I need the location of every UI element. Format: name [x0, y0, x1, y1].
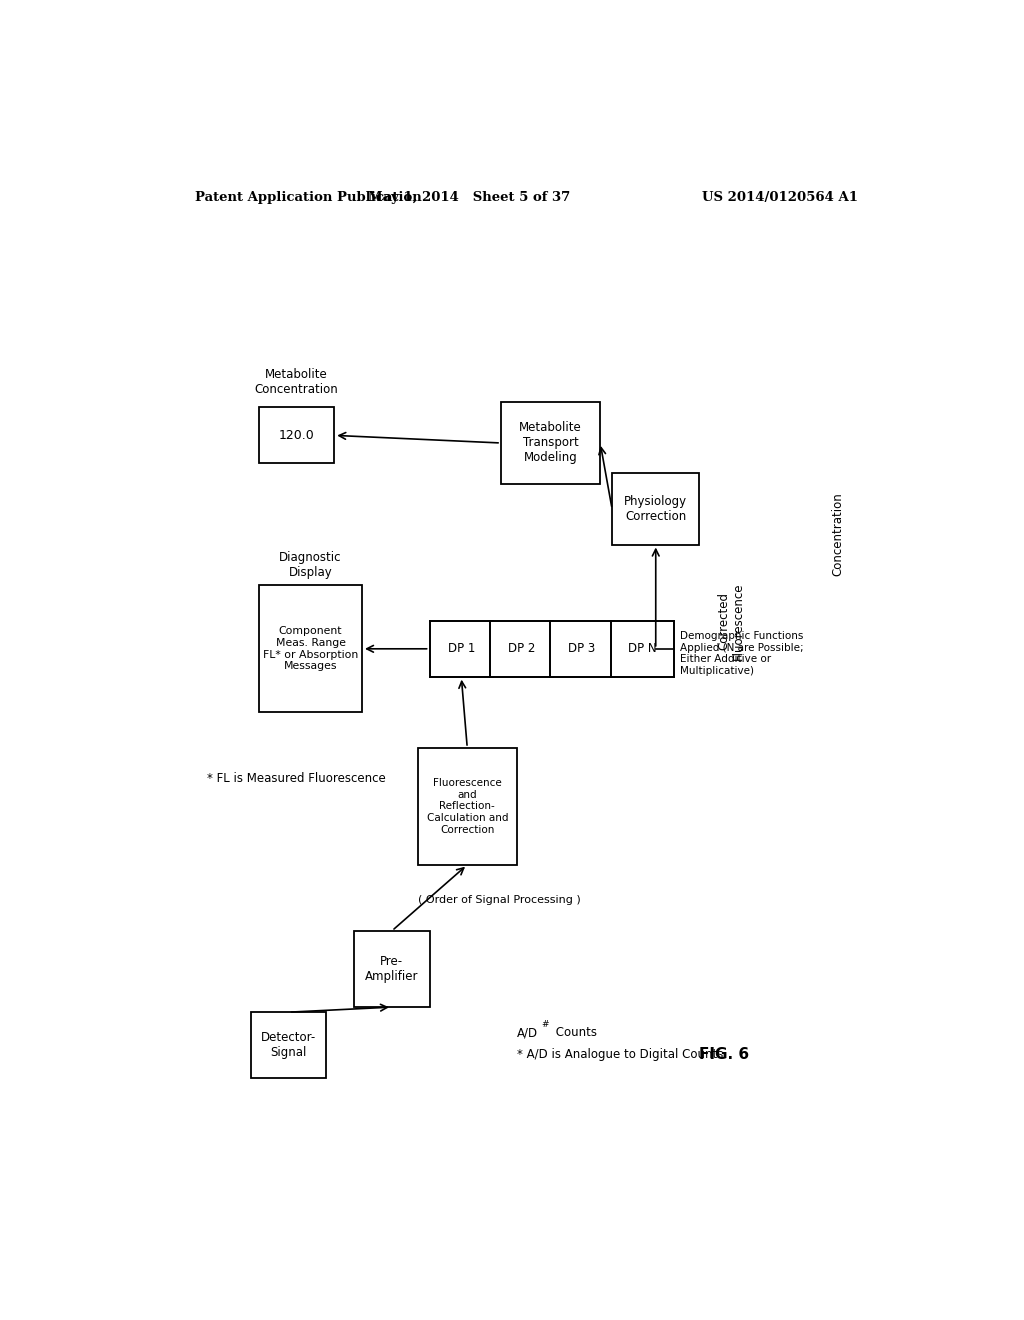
Text: FIG. 6: FIG. 6	[699, 1047, 750, 1063]
Text: Metabolite
Concentration: Metabolite Concentration	[254, 368, 338, 396]
Text: Pre-
Amplifier: Pre- Amplifier	[366, 954, 419, 983]
Bar	[418, 748, 517, 865]
Text: A/D: A/D	[517, 1026, 538, 1039]
Text: Physiology
Correction: Physiology Correction	[625, 495, 687, 523]
Text: Metabolite
Transport
Modeling: Metabolite Transport Modeling	[519, 421, 582, 465]
Bar	[259, 408, 334, 463]
Text: 120.0: 120.0	[279, 429, 314, 442]
Bar	[251, 1012, 327, 1078]
Text: Patent Application Publication: Patent Application Publication	[196, 190, 422, 203]
Bar	[430, 620, 494, 677]
Text: Corrected
Fluorescence: Corrected Fluorescence	[717, 582, 745, 660]
Text: Counts: Counts	[552, 1026, 597, 1039]
Bar	[354, 931, 430, 1007]
Text: * FL is Measured Fluorescence: * FL is Measured Fluorescence	[207, 772, 386, 785]
Text: DP 1: DP 1	[447, 643, 475, 655]
Text: DP N: DP N	[628, 643, 656, 655]
Text: May 1, 2014   Sheet 5 of 37: May 1, 2014 Sheet 5 of 37	[368, 190, 570, 203]
Text: Concentration: Concentration	[831, 492, 845, 577]
Bar	[610, 620, 674, 677]
Bar	[489, 620, 553, 677]
Text: Demographic Functions
Applied (N are Possible;
Either Additive or
Multiplicative: Demographic Functions Applied (N are Pos…	[680, 631, 803, 676]
Text: ( Order of Signal Processing ): ( Order of Signal Processing )	[418, 895, 581, 906]
Bar	[501, 403, 600, 483]
Text: Detector-
Signal: Detector- Signal	[261, 1031, 316, 1059]
Text: DP 2: DP 2	[508, 643, 536, 655]
Text: Fluorescence
and
Reflection-
Calculation and
Correction: Fluorescence and Reflection- Calculation…	[427, 779, 508, 834]
Bar	[612, 474, 699, 545]
Text: DP 3: DP 3	[568, 643, 596, 655]
Bar	[550, 620, 613, 677]
Text: Diagnostic
Display: Diagnostic Display	[280, 550, 342, 579]
Text: Component
Meas. Range
FL* or Absorption
Messages: Component Meas. Range FL* or Absorption …	[263, 627, 358, 671]
Text: #: #	[542, 1020, 549, 1028]
Bar	[259, 585, 362, 713]
Text: * A/D is Analogue to Digital Counts: * A/D is Analogue to Digital Counts	[517, 1048, 723, 1061]
Text: US 2014/0120564 A1: US 2014/0120564 A1	[702, 190, 858, 203]
